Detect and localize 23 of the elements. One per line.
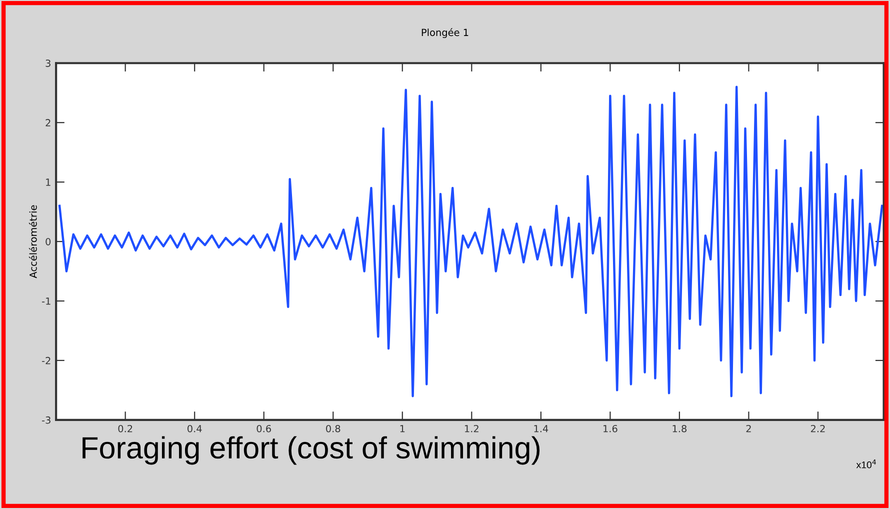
y-tick-label: 3 bbox=[46, 60, 50, 67]
x-tick-label: 0.6 bbox=[256, 424, 271, 432]
y-tick-label: 2 bbox=[46, 119, 50, 126]
y-axis-title: Accélérométrie bbox=[28, 205, 37, 278]
y-tick-label: 0 bbox=[46, 238, 51, 246]
x-tick-label: 1.8 bbox=[672, 424, 687, 432]
y-tick-label: -3 bbox=[42, 416, 50, 424]
x-tick-label: 1.6 bbox=[604, 424, 618, 432]
y-tick-label: -2 bbox=[42, 356, 50, 364]
text: x10$^{4}$ bbox=[856, 460, 876, 468]
chart-title: Plongée 1 bbox=[422, 28, 468, 38]
line-series bbox=[58, 86, 884, 398]
text: Foraging effort (cost of swimming) bbox=[82, 436, 540, 465]
x-tick-label: 2.2 bbox=[810, 424, 825, 432]
x-tick-label: 0.8 bbox=[326, 424, 340, 432]
y-tick-label: 1 bbox=[46, 178, 50, 186]
x-tick-label: 1.2 bbox=[464, 424, 478, 432]
x-tick-label: 1 bbox=[400, 425, 405, 432]
x-tick-label: 0.4 bbox=[188, 424, 202, 432]
y-tick-label: -1 bbox=[42, 298, 50, 305]
x-tick-label: 1.4 bbox=[534, 425, 548, 432]
x-tick-label: 0.2 bbox=[118, 424, 132, 432]
x-tick-label: 2 bbox=[746, 424, 751, 432]
